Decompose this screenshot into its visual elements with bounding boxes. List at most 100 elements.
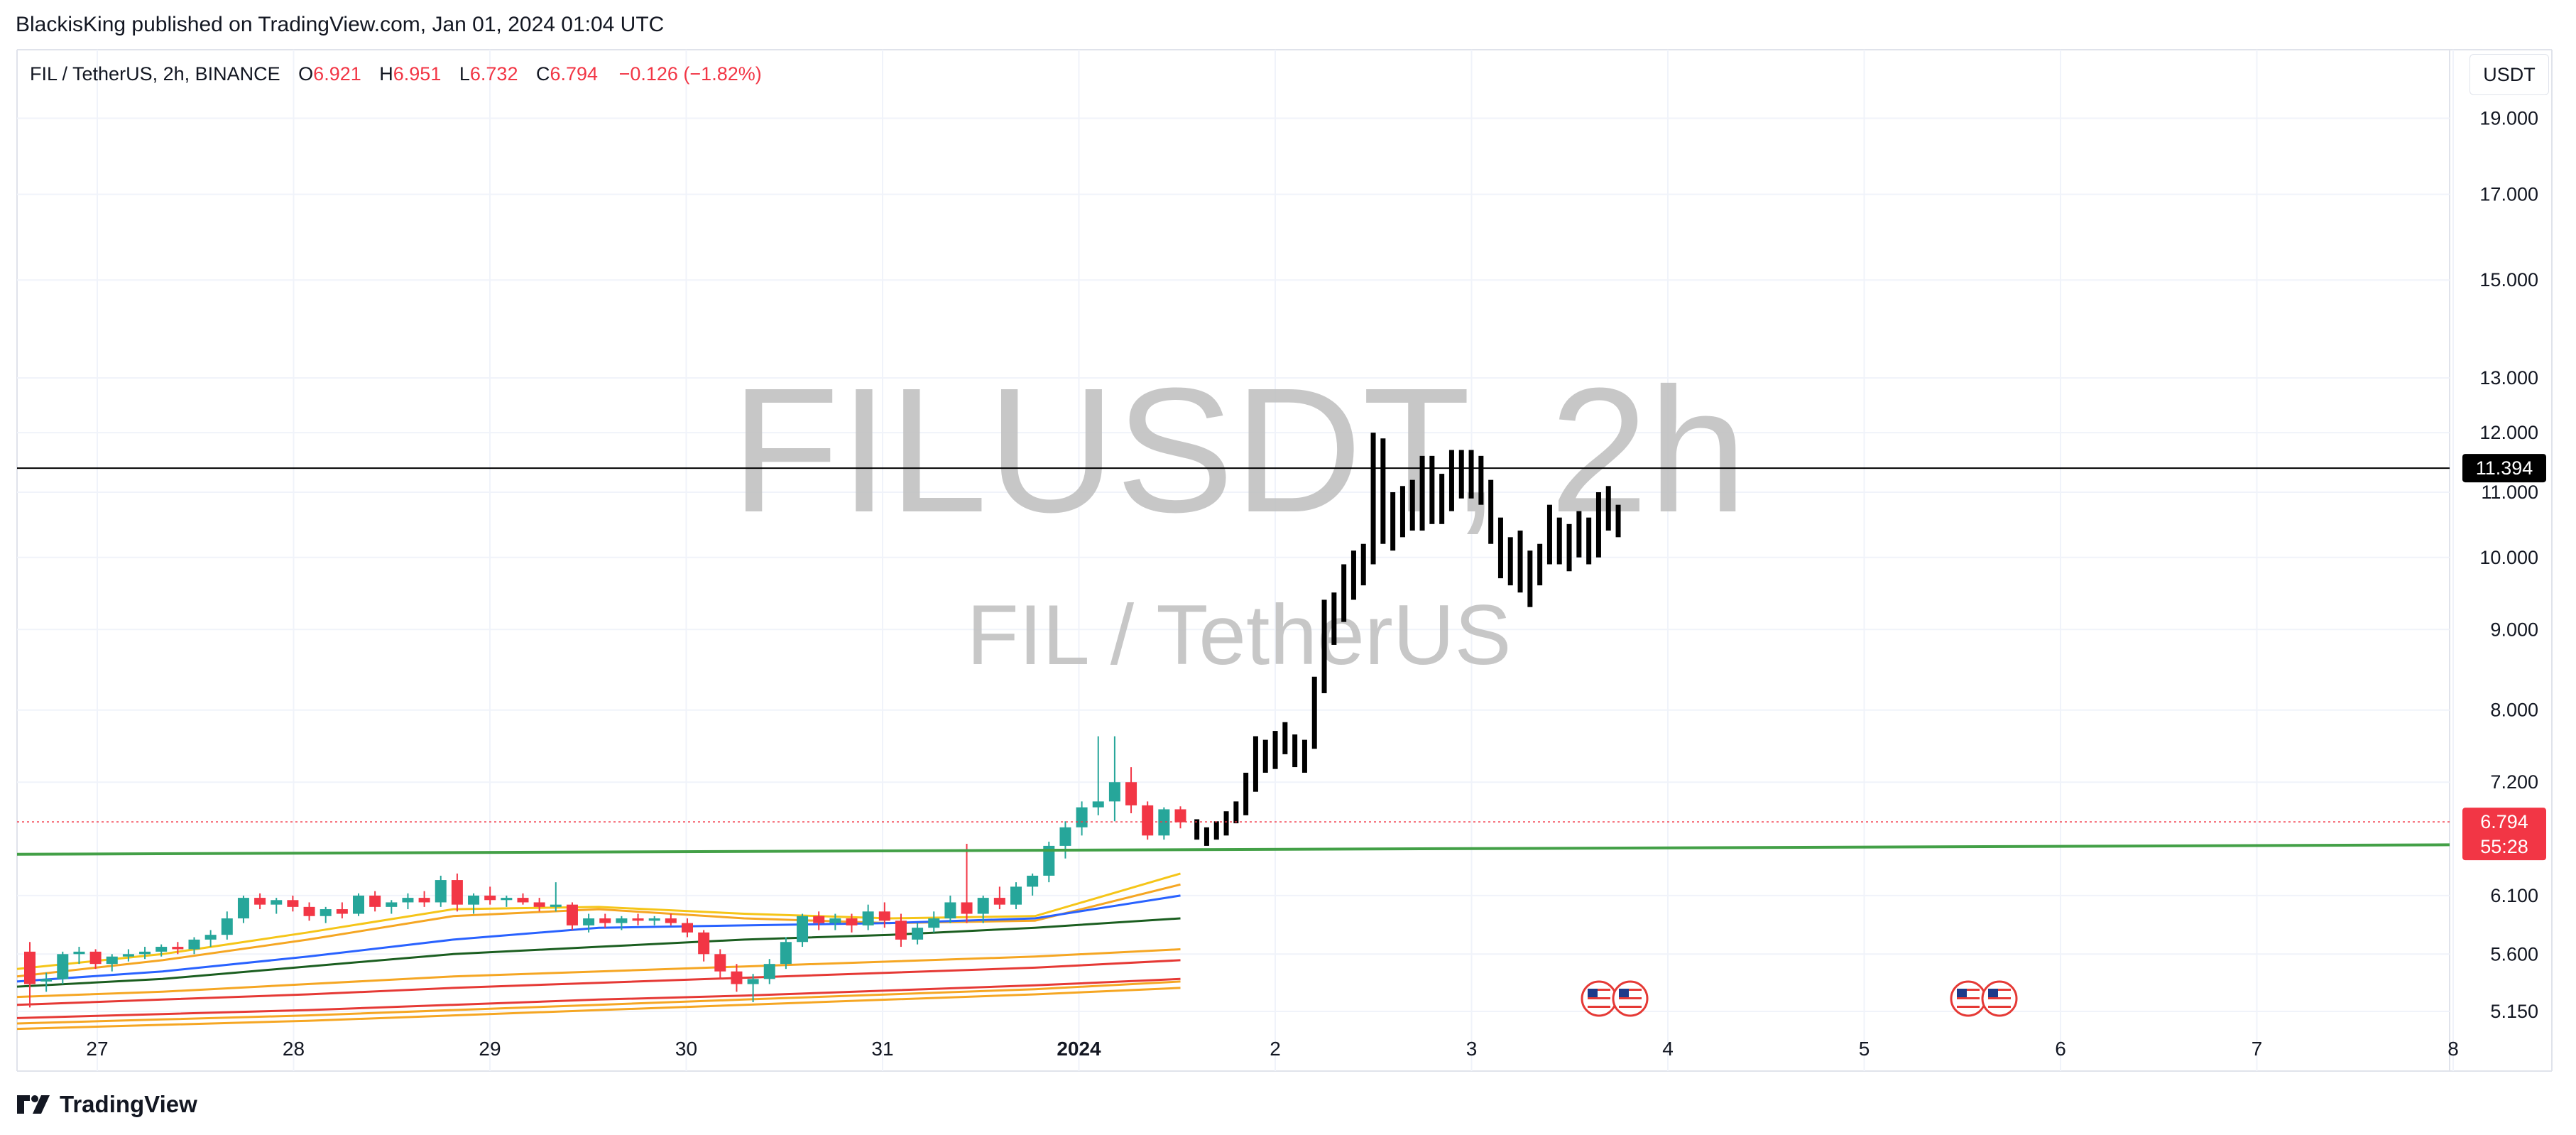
- ohlc-bar: [1458, 450, 1464, 499]
- trend-line[interactable]: [16, 843, 2450, 856]
- candle-body: [254, 898, 266, 905]
- candle-body: [451, 880, 463, 905]
- y-tick-label: 6.100: [2490, 885, 2538, 906]
- candle-body: [501, 898, 513, 901]
- ohlc-bar: [1360, 543, 1366, 586]
- moving-average-line: [16, 917, 1181, 988]
- candle-body: [221, 918, 233, 935]
- ohlc-bar: [1586, 517, 1592, 565]
- moving-average-line: [16, 987, 1181, 1031]
- price-label-text: 11.394: [2476, 457, 2533, 479]
- currency-button[interactable]: USDT: [2469, 54, 2549, 95]
- ohlc-bar: [1468, 450, 1474, 499]
- tradingview-logo-text: TradingView: [60, 1091, 197, 1117]
- high-value: 6.951: [393, 63, 442, 85]
- us-flag-stripe: [1988, 993, 2011, 995]
- us-flag-stripe: [1957, 993, 1980, 995]
- candle-body: [287, 900, 299, 907]
- candle-body: [1010, 886, 1022, 905]
- low-label: L: [459, 63, 470, 85]
- ohlc-bar: [1380, 438, 1386, 544]
- us-flag-canton: [1957, 989, 1967, 997]
- close-label: C: [535, 63, 550, 85]
- candle-body: [402, 898, 414, 903]
- ohlc-bar: [1537, 543, 1543, 586]
- candle-body: [912, 928, 924, 940]
- open-value: 6.921: [313, 63, 361, 85]
- y-tick-label: 15.000: [2479, 269, 2538, 290]
- us-flag-stripe: [1619, 1006, 1642, 1008]
- candle-body: [763, 964, 775, 979]
- us-flag-icon[interactable]: [1612, 980, 1649, 1017]
- candle-body: [353, 895, 364, 914]
- ohlc-bar: [1409, 479, 1415, 531]
- moving-average-line: [16, 872, 1181, 970]
- us-flag-icon[interactable]: [1950, 980, 1987, 1017]
- open-label: O: [298, 63, 314, 85]
- ohlc-bar: [1429, 455, 1435, 524]
- us-flag-stripe: [1957, 997, 1980, 999]
- change-value: −0.126 (−1.82%): [618, 63, 762, 85]
- x-tick-label: 3: [1466, 1038, 1478, 1060]
- ohlc-bar: [1223, 811, 1229, 836]
- candle-body: [928, 918, 940, 928]
- x-tick-label: 2024: [1057, 1038, 1101, 1060]
- x-tick-label: 5: [1859, 1038, 1870, 1060]
- low-value: 6.732: [469, 63, 518, 85]
- candle-body: [172, 947, 184, 950]
- us-flag-canton: [1619, 989, 1629, 997]
- candle-body: [616, 918, 628, 923]
- candle-body: [188, 939, 200, 950]
- ohlc-bar: [1556, 517, 1562, 565]
- ohlc-bar: [1233, 801, 1239, 824]
- price-axis[interactable]: 5.150 5.600 6.100 7.200 8.000 9.000 10.000 11.0…: [2462, 108, 2546, 1022]
- economic-events[interactable]: [1581, 980, 2018, 1017]
- candle-body: [468, 895, 480, 905]
- candle-body: [878, 911, 890, 921]
- ohlc-bar: [1331, 592, 1337, 645]
- candle-body: [122, 954, 134, 957]
- us-flag-icon[interactable]: [1981, 980, 2018, 1017]
- x-tick-label: 7: [2252, 1038, 2263, 1060]
- ohlc-bar: [1390, 492, 1396, 551]
- y-tick-label: 11.000: [2481, 482, 2538, 503]
- y-tick-label: 8.000: [2490, 700, 2538, 721]
- ohlc-bar: [1350, 550, 1356, 600]
- moving-average-line: [16, 883, 1181, 978]
- us-flag-stripe: [1957, 1001, 1980, 1004]
- ohlc-bar: [1527, 550, 1533, 607]
- candle-body: [517, 898, 529, 903]
- candle-body: [977, 898, 989, 914]
- ohlc-bar: [1341, 564, 1347, 622]
- candle-body: [533, 902, 545, 907]
- candle-body: [682, 923, 693, 933]
- x-tick-label: 2: [1270, 1038, 1281, 1060]
- high-label: H: [379, 63, 393, 85]
- candle-body: [550, 904, 562, 907]
- ohlc-bar: [1252, 736, 1258, 792]
- ohlc-bar: [1204, 827, 1209, 846]
- x-tick-label: 6: [2055, 1038, 2066, 1060]
- candle-body: [698, 932, 710, 955]
- us-flag-stripe: [1619, 989, 1642, 991]
- candle-body: [1125, 782, 1137, 805]
- time-axis[interactable]: 27 28 29 30 31 2024 2 3 4 5 6 7 8: [86, 1038, 2458, 1060]
- candle-body: [599, 918, 611, 923]
- us-flag-icon[interactable]: [1581, 980, 1617, 1017]
- moving-average-line: [16, 948, 1181, 999]
- candle-body: [106, 956, 118, 965]
- ohlc-bar: [1439, 474, 1445, 524]
- y-tick-label: 19.000: [2479, 108, 2538, 129]
- tradingview-logo[interactable]: TradingView: [17, 1091, 197, 1118]
- candle-body: [797, 916, 809, 943]
- symbol-name[interactable]: FIL / TetherUS, 2h, BINANCE: [30, 63, 280, 85]
- candle-body: [731, 971, 743, 984]
- watermark-ticker: FILUSDT, 2h: [731, 351, 1747, 549]
- candle-body: [714, 954, 726, 972]
- candle-body: [583, 918, 595, 925]
- moving-average-line: [16, 980, 1181, 1025]
- symbol-legend: FIL / TetherUS, 2h, BINANCE O6.921 H6.95…: [30, 63, 762, 85]
- candle-body: [632, 918, 644, 921]
- moving-average-line: [16, 894, 1181, 983]
